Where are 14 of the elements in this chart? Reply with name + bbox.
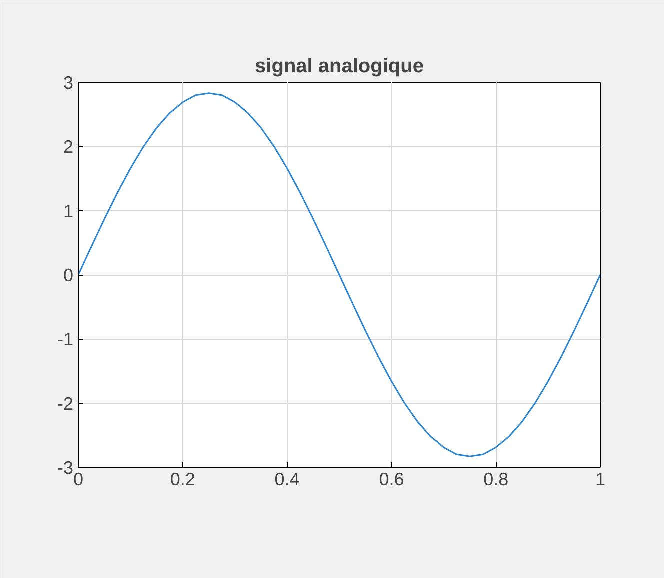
x-tick-label: 0.2 [170,470,196,490]
x-tick-label: 0.8 [484,470,509,490]
y-tick-label: 2 [63,137,74,158]
y-tick-label: 3 [63,73,74,93]
y-tick-label: 1 [63,201,74,222]
y-tick-label: 0 [63,266,74,286]
line-series [78,92,600,458]
chart-title: signal analogique [255,56,424,78]
x-tick-label: 1 [595,470,606,490]
y-tick-label: -1 [57,330,74,350]
x-tick-label: 0.4 [274,470,300,490]
y-tick-label: -2 [57,394,74,414]
x-tick-label: 0.6 [379,470,404,490]
y-tick-label: -3 [57,458,74,478]
